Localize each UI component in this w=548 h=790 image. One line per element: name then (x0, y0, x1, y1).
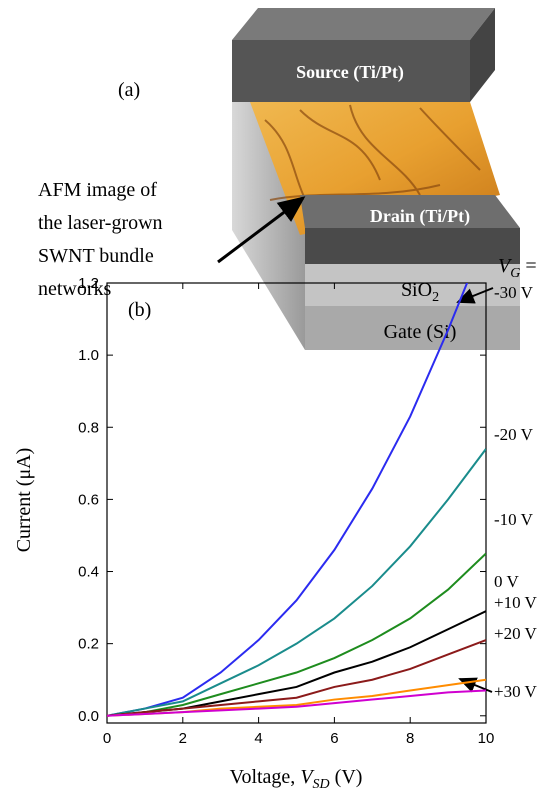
legend-title-sub: G (510, 266, 520, 281)
series-label: +10 V (494, 593, 538, 612)
y-tick-label: 0.6 (78, 491, 99, 508)
series-line (107, 553, 486, 715)
series-label: -10 V (494, 510, 534, 529)
gate-label: Gate (Si) (384, 321, 457, 343)
legend-title-suffix: = (520, 255, 536, 277)
oxide-sub: 2 (432, 290, 439, 305)
x-label-unit: (V) (330, 766, 363, 788)
drain-front (305, 228, 520, 264)
source-top (232, 8, 495, 40)
x-tick-label: 10 (478, 730, 495, 747)
series-line (107, 449, 486, 716)
x-label-sub: SD (313, 777, 330, 790)
series-label: -30 V (494, 283, 534, 302)
caption-line: SWNT bundle (38, 245, 154, 267)
drain-label: Drain (Ti/Pt) (370, 206, 470, 227)
x-tick-label: 2 (179, 730, 187, 747)
y-tick-label: 0.2 (78, 636, 99, 653)
x-tick-label: 0 (103, 730, 111, 747)
source-label: Source (Ti/Pt) (296, 62, 404, 83)
series-label: -20 V (494, 425, 534, 444)
caption-line: AFM image of (38, 179, 157, 201)
chart-panel-label: (b) (128, 299, 151, 321)
figure: (a) Source (Ti/Pt) Drain (Ti/Pt) SiO2 Ga… (0, 0, 548, 790)
caption-line: networks (38, 278, 112, 300)
oxide-main: SiO (401, 279, 432, 301)
x-tick-label: 4 (254, 730, 262, 747)
y-axis-label: Current (μA) (13, 448, 35, 553)
series-label: +20 V (494, 624, 538, 643)
y-tick-label: 0.0 (78, 708, 99, 725)
figure-svg: (a) Source (Ti/Pt) Drain (Ti/Pt) SiO2 Ga… (0, 0, 548, 790)
panel-label: (a) (118, 79, 140, 101)
afm-caption: AFM image of the laser-grown SWNT bundle ne… (38, 179, 163, 300)
y-tick-label: 1.2 (78, 275, 99, 292)
x-tick-label: 6 (330, 730, 338, 747)
device-diagram: (a) Source (Ti/Pt) Drain (Ti/Pt) SiO2 Ga… (38, 8, 520, 350)
x-label-text: Voltage, (230, 766, 301, 788)
y-tick-label: 0.4 (78, 564, 99, 581)
y-tick-label: 0.8 (78, 419, 99, 436)
caption-line: the laser-grown (38, 212, 163, 234)
series-label: 0 V (494, 572, 519, 591)
series-line (107, 611, 486, 716)
x-tick-label: 8 (406, 730, 414, 747)
x-axis-label: Voltage, VSD (V) (230, 766, 363, 790)
y-tick-label: 1.0 (78, 347, 99, 364)
series-label: +30 V (494, 682, 538, 701)
